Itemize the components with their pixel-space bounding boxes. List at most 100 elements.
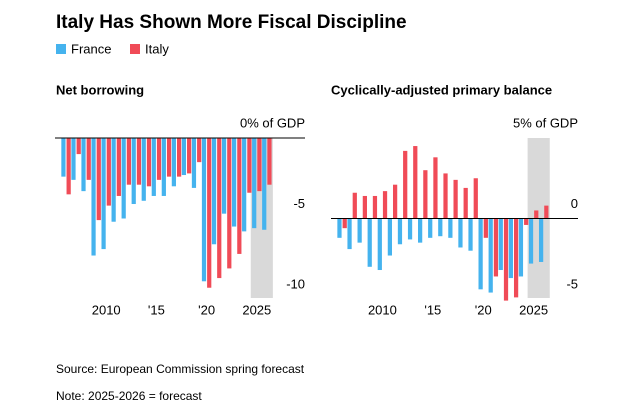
bar <box>217 138 222 279</box>
bar <box>146 138 152 187</box>
bar <box>181 138 187 176</box>
bar <box>86 138 91 180</box>
legend-swatch <box>56 44 66 54</box>
x-tick-label: '20 <box>198 302 215 317</box>
panel-title: Cyclically-adjusted primary balance <box>331 82 552 97</box>
bar <box>81 138 86 192</box>
bar <box>111 138 116 222</box>
bar <box>347 218 352 250</box>
bar <box>116 138 121 196</box>
x-tick-label: 2010 <box>92 302 121 317</box>
y-tick-label: 5% of GDP <box>513 115 578 130</box>
bar <box>151 138 156 196</box>
bar <box>126 138 132 185</box>
bar <box>433 157 438 219</box>
bar <box>397 218 403 245</box>
bar <box>362 195 367 219</box>
bar <box>498 218 503 271</box>
bar <box>438 218 443 237</box>
bar <box>237 138 242 254</box>
note: Note: 2025-2026 = forecast <box>56 389 202 403</box>
x-tick-label: '15 <box>424 302 441 317</box>
bar <box>156 138 162 180</box>
bar <box>242 138 247 232</box>
x-tick-label: 2025 <box>519 302 548 317</box>
bar <box>66 138 71 195</box>
bar <box>463 187 468 219</box>
bar <box>448 218 453 238</box>
bar <box>191 138 197 188</box>
bar <box>197 138 202 163</box>
bar <box>207 138 212 288</box>
bar <box>76 138 81 155</box>
bar <box>538 218 544 262</box>
bar <box>171 138 176 187</box>
x-tick-label: 2010 <box>368 302 397 317</box>
bar <box>257 138 262 192</box>
bar <box>232 138 237 227</box>
bar <box>468 218 473 251</box>
bar <box>342 218 347 229</box>
x-tick-label: '15 <box>148 302 165 317</box>
bar <box>458 218 463 248</box>
bar <box>403 150 408 219</box>
source: Source: European Commission spring forec… <box>56 362 305 376</box>
bar <box>423 170 428 219</box>
bar <box>488 218 493 293</box>
y-tick-label: -5 <box>293 196 305 211</box>
bar <box>101 138 106 250</box>
legend-label: Italy <box>145 41 169 56</box>
bar <box>428 218 433 238</box>
bar <box>524 218 529 225</box>
bar <box>201 138 207 282</box>
bar <box>534 210 539 219</box>
bar <box>337 218 342 238</box>
bar <box>131 138 136 205</box>
bar <box>518 218 524 277</box>
chart-title: Italy Has Shown More Fiscal Discipline <box>56 12 407 33</box>
bar <box>413 146 418 219</box>
bar <box>418 218 423 243</box>
bar <box>357 218 362 243</box>
bar <box>453 179 458 219</box>
bar <box>227 138 232 269</box>
bar <box>544 205 549 219</box>
bar <box>166 138 172 177</box>
bar <box>141 138 146 201</box>
bar <box>493 218 499 277</box>
bar <box>252 138 257 229</box>
bar <box>382 191 388 219</box>
bar <box>61 138 66 177</box>
bar <box>262 138 267 230</box>
y-tick-label: 0% of GDP <box>240 115 305 130</box>
x-tick-label: 2025 <box>242 302 271 317</box>
bar <box>372 195 378 219</box>
bar <box>473 178 478 219</box>
bar <box>247 138 252 193</box>
legend-label: France <box>71 41 111 56</box>
bar <box>407 218 413 240</box>
bar <box>513 218 519 298</box>
bar <box>136 138 142 185</box>
bar <box>352 192 357 219</box>
bar <box>211 138 217 245</box>
x-tick-label: '20 <box>475 302 492 317</box>
bar <box>267 138 272 185</box>
panel-title: Net borrowing <box>56 82 144 97</box>
bar <box>71 138 76 180</box>
legend-swatch <box>130 44 140 54</box>
bar <box>443 173 448 219</box>
bar <box>176 138 182 177</box>
y-tick-label: 0 <box>571 196 578 211</box>
bar <box>161 138 166 196</box>
y-tick-label: -10 <box>286 276 305 291</box>
bar <box>221 138 227 214</box>
bar <box>528 218 534 264</box>
bar <box>121 138 126 219</box>
bar <box>503 218 509 301</box>
bar <box>187 138 192 174</box>
bar <box>91 138 96 256</box>
bar <box>106 138 111 206</box>
bar <box>387 218 392 256</box>
